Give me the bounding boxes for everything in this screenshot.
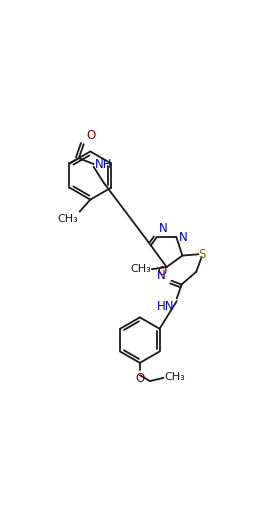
Text: NH: NH (95, 158, 112, 171)
Text: O: O (157, 265, 167, 278)
Text: O: O (86, 129, 95, 142)
Text: CH₃: CH₃ (130, 264, 151, 274)
Text: N: N (179, 231, 188, 244)
Text: N: N (159, 222, 168, 235)
Text: CH₃: CH₃ (164, 372, 185, 382)
Text: N: N (157, 269, 165, 282)
Text: HN: HN (157, 300, 175, 313)
Text: S: S (198, 248, 205, 261)
Text: CH₃: CH₃ (58, 214, 78, 224)
Text: O: O (135, 372, 144, 385)
